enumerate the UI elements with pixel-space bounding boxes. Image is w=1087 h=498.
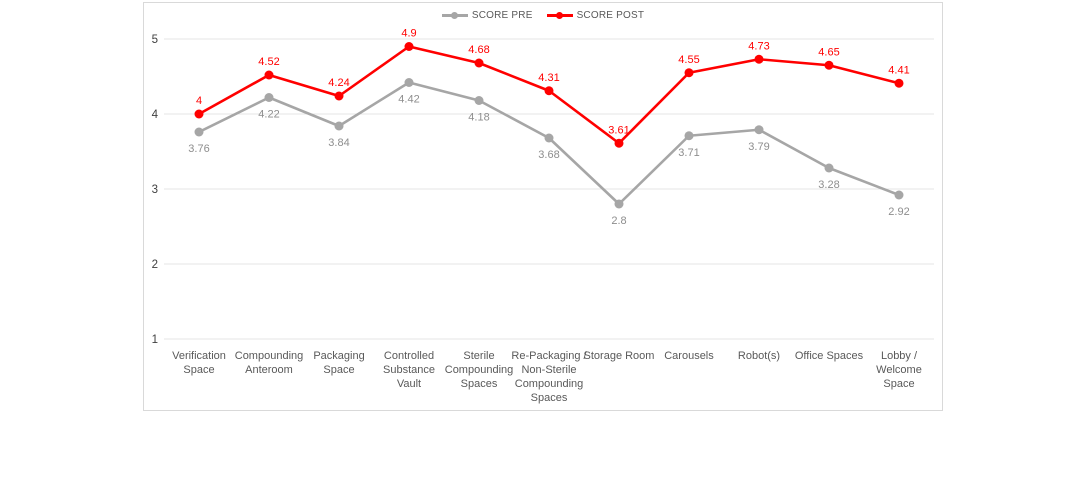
data-point (334, 91, 344, 101)
x-axis-category-label: Packaging Space (313, 350, 365, 376)
chart-legend: SCORE PRE SCORE POST (144, 10, 942, 21)
data-label: 4.22 (258, 109, 279, 121)
x-axis-category-label: Re-Packaging / Non-Sterile Compounding S… (511, 350, 587, 404)
data-label: 3.79 (748, 141, 769, 153)
data-label: 4.9 (401, 28, 416, 40)
data-point (754, 54, 764, 64)
x-axis-category-label: Office Spaces (794, 350, 864, 362)
x-axis-category-label: Compounding Anteroom (234, 350, 304, 376)
y-tick-label: 4 (152, 109, 159, 121)
chart-plot: 1 2 3 4 5 3.76 4.22 3.84 4.42 4.18 3.68 2.8 3.71 3.79… (152, 28, 934, 346)
data-point (824, 163, 834, 173)
data-label: 4.55 (678, 54, 699, 66)
data-point (264, 93, 274, 102)
data-point (474, 96, 484, 105)
data-label: 4.52 (258, 56, 279, 68)
data-label: 4.42 (398, 94, 419, 106)
data-point (474, 58, 484, 68)
y-tick-label: 2 (152, 259, 158, 271)
data-point (194, 127, 204, 137)
data-label: 4.18 (468, 112, 489, 124)
legend-line-marker-icon (441, 12, 468, 19)
data-point (264, 70, 274, 80)
data-label: 3.84 (328, 137, 349, 149)
data-label: 3.61 (608, 124, 629, 136)
data-point (684, 68, 694, 78)
x-axis-labels: Verification Space Compounding Anteroom Pa… (144, 349, 942, 409)
x-axis-category-label: Controlled Substance Vault (383, 350, 435, 390)
data-point (194, 109, 204, 119)
data-point (544, 86, 554, 96)
data-point (754, 125, 764, 135)
legend-item-score-pre: SCORE PRE (441, 10, 533, 21)
series-line (198, 81, 900, 206)
y-tick-label: 1 (152, 334, 158, 346)
x-axis-category-label: Verification Space (172, 350, 226, 376)
x-axis-category-label: Storage Room (583, 350, 655, 362)
data-label: 4.24 (328, 77, 349, 89)
data-point (404, 78, 414, 87)
y-tick-label: 5 (152, 34, 158, 46)
data-label: 4.31 (538, 72, 559, 84)
legend-line-marker-icon (546, 12, 573, 19)
y-tick-label: 3 (152, 184, 158, 196)
legend-item-score-post: SCORE POST (546, 10, 645, 21)
data-point (684, 131, 694, 141)
data-point (614, 199, 624, 209)
x-axis-category-label: Sterile Compounding Spaces (444, 350, 514, 390)
data-point (614, 138, 624, 148)
data-label: 4.41 (888, 64, 909, 76)
data-label: 4.68 (468, 44, 489, 56)
legend-dot-icon (556, 12, 564, 19)
data-point (824, 60, 834, 70)
data-label: 3.68 (538, 149, 559, 161)
legend-label: SCORE PRE (471, 10, 533, 21)
x-axis-category-label: Robot(s) (737, 350, 781, 362)
x-axis-category-label: Lobby / Welcome Space (876, 350, 922, 390)
data-point (334, 121, 344, 131)
data-label: 4 (196, 95, 202, 107)
chart-frame: SCORE PRE SCORE POST 1 2 3 4 5 3.76 4.22 3.84 4.… (143, 2, 943, 411)
data-point (894, 78, 904, 88)
data-point (544, 133, 554, 143)
data-label: 2.92 (888, 206, 909, 218)
data-point (894, 190, 904, 200)
data-label: 4.65 (818, 46, 839, 58)
data-label: 3.71 (678, 147, 699, 159)
x-axis-category-label: Carousels (664, 350, 714, 362)
data-point (404, 42, 414, 51)
data-label: 4.73 (748, 40, 769, 52)
legend-dot-icon (451, 12, 459, 19)
data-label: 3.28 (818, 179, 839, 191)
legend-label: SCORE POST (576, 10, 645, 21)
data-label: 2.8 (611, 215, 626, 227)
data-label: 3.76 (188, 143, 209, 155)
